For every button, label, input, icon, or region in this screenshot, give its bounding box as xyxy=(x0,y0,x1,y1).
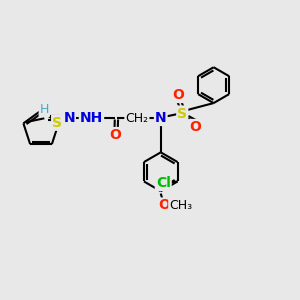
Text: N: N xyxy=(63,111,75,125)
Text: S: S xyxy=(52,116,62,130)
Text: N: N xyxy=(155,111,167,125)
Text: O: O xyxy=(172,88,184,102)
Text: H: H xyxy=(40,103,49,116)
Text: CH₃: CH₃ xyxy=(169,199,192,212)
Text: CH₂: CH₂ xyxy=(125,112,148,124)
Text: O: O xyxy=(158,199,170,212)
Text: NH: NH xyxy=(80,111,103,125)
Text: O: O xyxy=(110,128,121,142)
Text: O: O xyxy=(189,120,201,134)
Text: S: S xyxy=(177,106,187,121)
Text: Cl: Cl xyxy=(156,176,171,190)
